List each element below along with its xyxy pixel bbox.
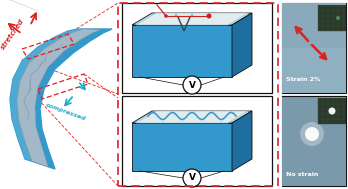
Polygon shape [190,13,194,17]
Circle shape [329,108,335,115]
Polygon shape [132,25,232,77]
Text: V: V [189,81,196,90]
Text: stretched: stretched [0,18,25,50]
Polygon shape [132,111,252,123]
Bar [282,3,346,93]
Polygon shape [132,13,252,25]
Bar [318,98,346,124]
Polygon shape [232,13,252,77]
Circle shape [183,169,201,187]
Bar [282,48,346,93]
Circle shape [164,14,168,18]
Polygon shape [136,111,248,123]
Text: Strain 2%: Strain 2% [286,77,321,82]
Text: V: V [189,174,196,183]
Polygon shape [136,13,248,25]
Bar [282,96,346,186]
Bar [122,96,272,186]
Text: No strain: No strain [286,172,318,177]
Circle shape [207,14,211,18]
Polygon shape [132,123,232,171]
Bar [318,5,346,31]
Bar [122,3,272,93]
Polygon shape [10,29,84,161]
Text: compressed: compressed [45,103,87,122]
Circle shape [183,76,201,94]
Polygon shape [232,111,252,171]
Circle shape [300,122,324,146]
Circle shape [336,16,340,20]
Polygon shape [17,29,100,167]
Polygon shape [10,29,112,169]
Polygon shape [174,13,178,17]
Bar [282,3,346,93]
Circle shape [305,127,319,141]
Bar [118,3,278,186]
Bar [282,96,346,186]
